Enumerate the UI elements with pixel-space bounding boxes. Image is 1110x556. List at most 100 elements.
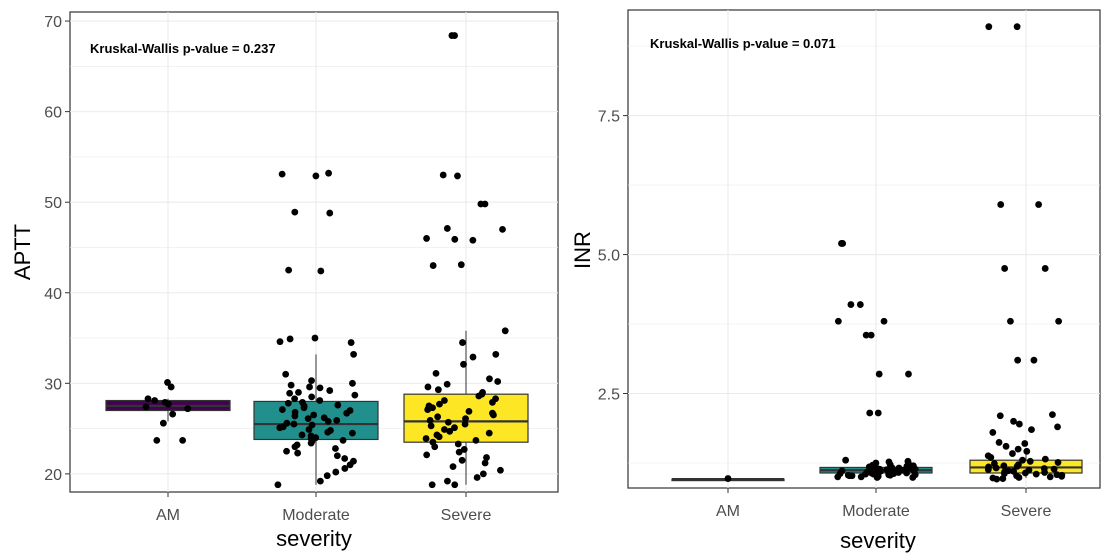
aptt-point-severe bbox=[422, 435, 430, 442]
inr-point-moderate bbox=[873, 474, 881, 481]
aptt-point-am bbox=[164, 379, 171, 386]
aptt-point-severe bbox=[434, 386, 442, 394]
aptt-point-moderate bbox=[291, 208, 299, 216]
inr-point-severe bbox=[993, 475, 1001, 483]
inr-y-tick-label: 5.0 bbox=[598, 248, 620, 265]
aptt-y-tick-label: 40 bbox=[44, 286, 62, 303]
inr-point-severe bbox=[1054, 423, 1061, 431]
inr-point-severe bbox=[1013, 462, 1021, 470]
inr-point-severe bbox=[1032, 470, 1040, 478]
aptt-point-severe bbox=[473, 474, 481, 481]
inr-x-tick-label: AM bbox=[716, 503, 740, 520]
panel-inr-x-axis-label: severity bbox=[840, 528, 916, 553]
panel-aptt-x-axis-label: severity bbox=[276, 526, 352, 551]
aptt-point-severe bbox=[424, 406, 432, 413]
aptt-y-tick-label: 60 bbox=[44, 105, 62, 122]
aptt-box-moderate bbox=[253, 400, 379, 441]
aptt-point-severe bbox=[428, 481, 436, 489]
aptt-y-tick-label: 20 bbox=[44, 467, 62, 484]
inr-point-moderate bbox=[905, 370, 912, 378]
aptt-point-severe bbox=[443, 380, 451, 388]
aptt-point-moderate bbox=[276, 424, 284, 432]
inr-point-severe bbox=[984, 466, 992, 474]
aptt-y-tick-label: 70 bbox=[44, 14, 62, 31]
aptt-point-moderate bbox=[310, 411, 318, 419]
aptt-point-severe bbox=[460, 446, 468, 453]
inr-y-tick-label: 2.5 bbox=[598, 387, 620, 404]
inr-point-severe bbox=[1058, 472, 1066, 480]
inr-point-severe bbox=[997, 201, 1005, 208]
aptt-point-severe bbox=[451, 32, 458, 39]
aptt-point-moderate bbox=[333, 417, 341, 424]
inr-point-severe bbox=[1014, 356, 1022, 364]
inr-y-tick-label: 7.5 bbox=[598, 109, 620, 126]
aptt-point-moderate bbox=[308, 377, 315, 385]
inr-point-moderate bbox=[862, 331, 870, 339]
aptt-point-severe bbox=[451, 424, 458, 432]
inr-point-severe bbox=[1050, 465, 1058, 473]
inr-point-moderate bbox=[867, 331, 875, 339]
aptt-point-severe bbox=[485, 429, 493, 437]
inr-point-severe bbox=[1023, 447, 1031, 455]
aptt-point-severe bbox=[432, 369, 440, 377]
aptt-point-moderate bbox=[312, 172, 320, 180]
aptt-point-severe bbox=[427, 422, 435, 430]
inr-point-severe bbox=[1002, 442, 1010, 450]
aptt-point-moderate bbox=[324, 417, 332, 425]
inr-point-moderate bbox=[856, 301, 864, 308]
aptt-point-severe bbox=[444, 418, 452, 426]
aptt-point-severe bbox=[423, 235, 430, 242]
aptt-y-tick-label: 30 bbox=[44, 376, 62, 393]
aptt-point-moderate bbox=[290, 420, 298, 428]
aptt-point-moderate bbox=[341, 465, 349, 472]
aptt-point-moderate bbox=[285, 266, 293, 274]
aptt-point-moderate bbox=[326, 387, 334, 394]
panel-inr-y-axis-label: INR bbox=[570, 231, 595, 269]
aptt-point-severe bbox=[492, 350, 500, 358]
inr-point-moderate bbox=[874, 409, 882, 417]
inr-point-severe bbox=[1054, 459, 1062, 466]
aptt-point-severe bbox=[481, 459, 489, 467]
aptt-point-severe bbox=[439, 171, 447, 179]
aptt-point-severe bbox=[472, 436, 480, 444]
inr-point-severe bbox=[999, 475, 1007, 482]
aptt-point-moderate bbox=[287, 381, 295, 389]
aptt-point-am bbox=[153, 436, 161, 444]
aptt-point-moderate bbox=[286, 335, 294, 343]
aptt-point-moderate bbox=[276, 338, 284, 346]
aptt-point-severe bbox=[497, 466, 504, 474]
aptt-point-am bbox=[184, 405, 192, 413]
aptt-point-moderate bbox=[305, 426, 313, 433]
aptt-point-severe bbox=[451, 235, 459, 243]
panel-aptt-y-axis-label: APTT bbox=[10, 224, 35, 280]
inr-point-severe bbox=[1015, 420, 1023, 428]
aptt-point-severe bbox=[449, 463, 457, 471]
aptt-point-moderate bbox=[286, 389, 294, 397]
inr-point-moderate bbox=[834, 317, 842, 325]
aptt-point-moderate bbox=[332, 468, 340, 476]
aptt-x-tick-label: Severe bbox=[441, 507, 492, 524]
inr-point-severe bbox=[996, 412, 1004, 420]
aptt-point-moderate bbox=[278, 406, 286, 413]
aptt-point-moderate bbox=[307, 439, 315, 447]
inr-point-moderate bbox=[886, 471, 894, 479]
inr-point-severe bbox=[992, 464, 1000, 472]
aptt-point-severe bbox=[435, 433, 443, 441]
panel-aptt: 20 30 40 50 60 70 AM Moderate Severe Kruskal-Wa… bbox=[10, 11, 559, 551]
panel-aptt-points bbox=[142, 32, 509, 489]
inr-x-tick-label: Severe bbox=[1001, 503, 1052, 520]
aptt-point-moderate bbox=[283, 447, 290, 455]
aptt-point-severe bbox=[441, 426, 448, 433]
aptt-point-am bbox=[179, 436, 187, 444]
inr-point-severe bbox=[1007, 317, 1014, 325]
inr-point-moderate bbox=[875, 370, 883, 378]
aptt-point-severe bbox=[494, 378, 502, 385]
aptt-point-moderate bbox=[349, 429, 356, 437]
inr-point-severe bbox=[1046, 473, 1054, 481]
aptt-point-am bbox=[144, 395, 152, 403]
inr-point-moderate bbox=[848, 472, 856, 480]
inr-point-severe bbox=[1028, 426, 1035, 434]
aptt-point-moderate bbox=[349, 379, 356, 387]
inr-point-moderate bbox=[866, 409, 874, 417]
aptt-point-moderate bbox=[282, 370, 290, 378]
